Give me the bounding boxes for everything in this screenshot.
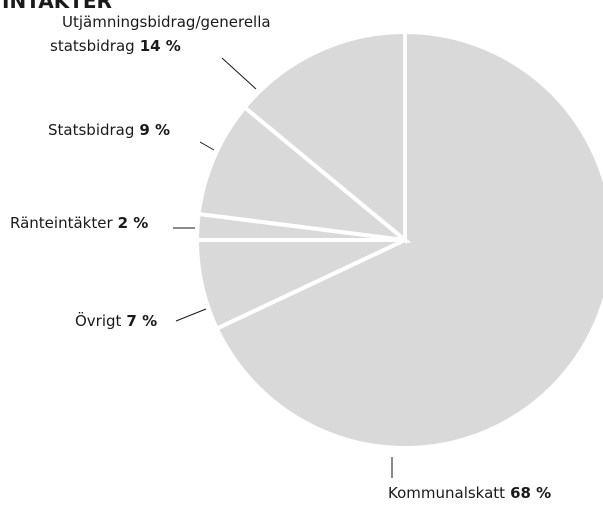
leader-line (175, 308, 207, 322)
slice-label-name: Statsbidrag (48, 121, 134, 139)
pie-slice (214, 29, 603, 450)
slice-value-label: 7 % (126, 312, 157, 330)
slice-value-label: 2 % (118, 214, 149, 232)
pie-slice (196, 104, 412, 243)
slice-label-name: statsbidrag (50, 37, 135, 55)
slice-label: Kommunalskatt 68 % (388, 484, 551, 502)
slice-label: Övrigt 7 % (75, 311, 157, 330)
chart-title: INTÄKTER (2, 0, 112, 13)
slice-value-label: 68 % (510, 484, 551, 502)
slice-label-name: Kommunalskatt (388, 484, 505, 502)
pie-slice (241, 29, 407, 245)
slice-label-name: Övrigt (75, 311, 122, 330)
slice-label: Utjämningsbidrag/generella (62, 13, 271, 31)
slice-label: Ränteintäkter 2 % (10, 214, 148, 232)
slice-label: Statsbidrag 9 % (48, 121, 170, 139)
slice-value-label: 14 % (140, 37, 181, 55)
leader-line (221, 57, 257, 90)
leader-line (199, 141, 215, 151)
slice-value-label: 9 % (139, 121, 170, 139)
slice-label: statsbidrag 14 % (50, 37, 181, 55)
slice-label-name: Ränteintäkter (10, 214, 113, 232)
